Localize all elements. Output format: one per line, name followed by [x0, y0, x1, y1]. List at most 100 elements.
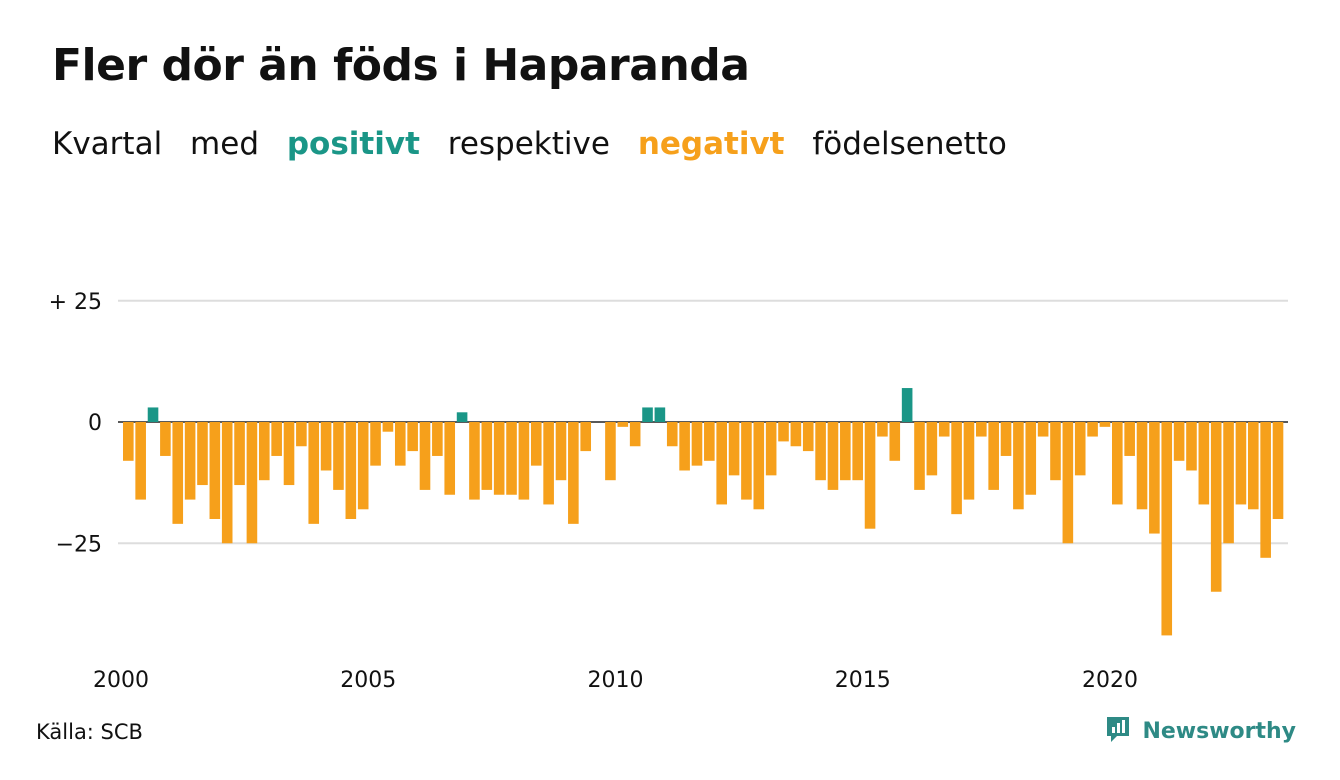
- subtitle-positive-label: positivt: [286, 126, 420, 162]
- bar-20: [370, 422, 381, 466]
- source-note: Källa: SCB: [36, 720, 143, 744]
- bar-17: [333, 422, 344, 490]
- bar-39: [605, 422, 616, 481]
- bar-50: [741, 422, 752, 500]
- bar-69: [976, 422, 987, 437]
- bar-48: [716, 422, 727, 505]
- bar-92: [1260, 422, 1271, 558]
- bar-68: [963, 422, 975, 500]
- subtitle-word-fodelsenetto: födelsenetto: [812, 126, 1007, 162]
- bar-83: [1149, 422, 1160, 534]
- bar-78: [1087, 422, 1098, 437]
- bar-46: [691, 422, 703, 466]
- bar-54: [790, 422, 802, 447]
- bar-34: [543, 422, 554, 505]
- bar-74: [1037, 422, 1049, 437]
- bar-26: [444, 422, 456, 495]
- bar-43: [654, 407, 666, 422]
- bar-62: [889, 422, 901, 461]
- subtitle-word-med: med: [190, 126, 259, 162]
- bar-89: [1223, 422, 1234, 544]
- bar-11: [258, 422, 270, 481]
- bar-5: [184, 422, 196, 500]
- bar-27: [456, 412, 468, 422]
- bar-0: [123, 422, 134, 461]
- bar-64: [914, 422, 925, 490]
- bar-12: [271, 422, 282, 456]
- bar-29: [481, 422, 493, 490]
- bar-23: [407, 422, 418, 452]
- bar-84: [1161, 422, 1173, 636]
- bar-86: [1186, 422, 1197, 471]
- y-axis-tick-labels: + 25 0 −25: [49, 290, 102, 558]
- chart-title: Fler dör än föds i Haparanda: [52, 40, 750, 91]
- bar-70: [988, 422, 999, 490]
- bar-91: [1247, 422, 1259, 510]
- bar-49: [728, 422, 740, 476]
- bar-79: [1099, 422, 1111, 427]
- y-tick-label-1: 0: [88, 411, 102, 436]
- bar-32: [518, 422, 530, 500]
- bar-60: [864, 422, 876, 529]
- bar-77: [1074, 422, 1086, 476]
- bar-55: [802, 422, 814, 452]
- bar-28: [469, 422, 480, 500]
- bar-81: [1124, 422, 1135, 456]
- bar-9: [234, 422, 245, 486]
- bar-41: [629, 422, 641, 447]
- bar-88: [1210, 422, 1222, 592]
- bar-73: [1025, 422, 1037, 495]
- x-tick-label-1: 2005: [340, 668, 396, 693]
- bar-33: [530, 422, 542, 466]
- bar-87: [1198, 422, 1210, 505]
- bar-75: [1050, 422, 1061, 481]
- bar-18: [345, 422, 357, 519]
- chart-subtitle: Kvartal med positivt respektive negativt…: [52, 126, 1025, 162]
- bar-36: [568, 422, 579, 524]
- bar-85: [1173, 422, 1185, 461]
- bar-16: [320, 422, 332, 471]
- bar-80: [1112, 422, 1123, 505]
- bar-59: [852, 422, 863, 481]
- bar-58: [840, 422, 851, 481]
- bar-24: [419, 422, 431, 490]
- y-tick-label-0: + 25: [49, 290, 102, 315]
- brand-name: Newsworthy: [1142, 718, 1296, 744]
- bar-65: [926, 422, 938, 476]
- x-axis-tick-labels: 2000 2005 2010 2015 2020: [93, 668, 1138, 693]
- bar-63: [901, 388, 913, 422]
- subtitle-word-respektive: respektive: [447, 126, 610, 162]
- bar-14: [296, 422, 307, 447]
- y-tick-label-2: −25: [56, 532, 102, 557]
- bar-30: [493, 422, 505, 495]
- bar-10: [246, 422, 258, 544]
- subtitle-negative-label: negativt: [637, 126, 785, 162]
- bar-66: [938, 422, 950, 437]
- bars-group: [123, 388, 1284, 636]
- x-tick-label-4: 2020: [1082, 668, 1138, 693]
- newsworthy-logo-icon: [1104, 714, 1132, 748]
- bar-21: [382, 422, 394, 432]
- bar-61: [877, 422, 888, 437]
- x-tick-label-2: 2010: [588, 668, 644, 693]
- bar-90: [1235, 422, 1247, 505]
- bar-8: [221, 422, 233, 544]
- bar-7: [209, 422, 221, 519]
- bar-13: [283, 422, 295, 486]
- bar-19: [357, 422, 369, 510]
- bar-1: [135, 422, 146, 500]
- bar-37: [580, 422, 592, 452]
- bar-40: [617, 422, 629, 427]
- bar-15: [308, 422, 320, 524]
- bar-35: [555, 422, 567, 481]
- x-tick-label-3: 2015: [835, 668, 891, 693]
- bar-3: [160, 422, 171, 456]
- subtitle-word-kvartal: Kvartal: [52, 126, 163, 162]
- bar-67: [951, 422, 962, 515]
- bar-4: [172, 422, 184, 524]
- bar-72: [1013, 422, 1024, 510]
- bar-93: [1272, 422, 1284, 519]
- bar-53: [778, 422, 789, 442]
- brand-logo: Newsworthy: [1104, 714, 1296, 748]
